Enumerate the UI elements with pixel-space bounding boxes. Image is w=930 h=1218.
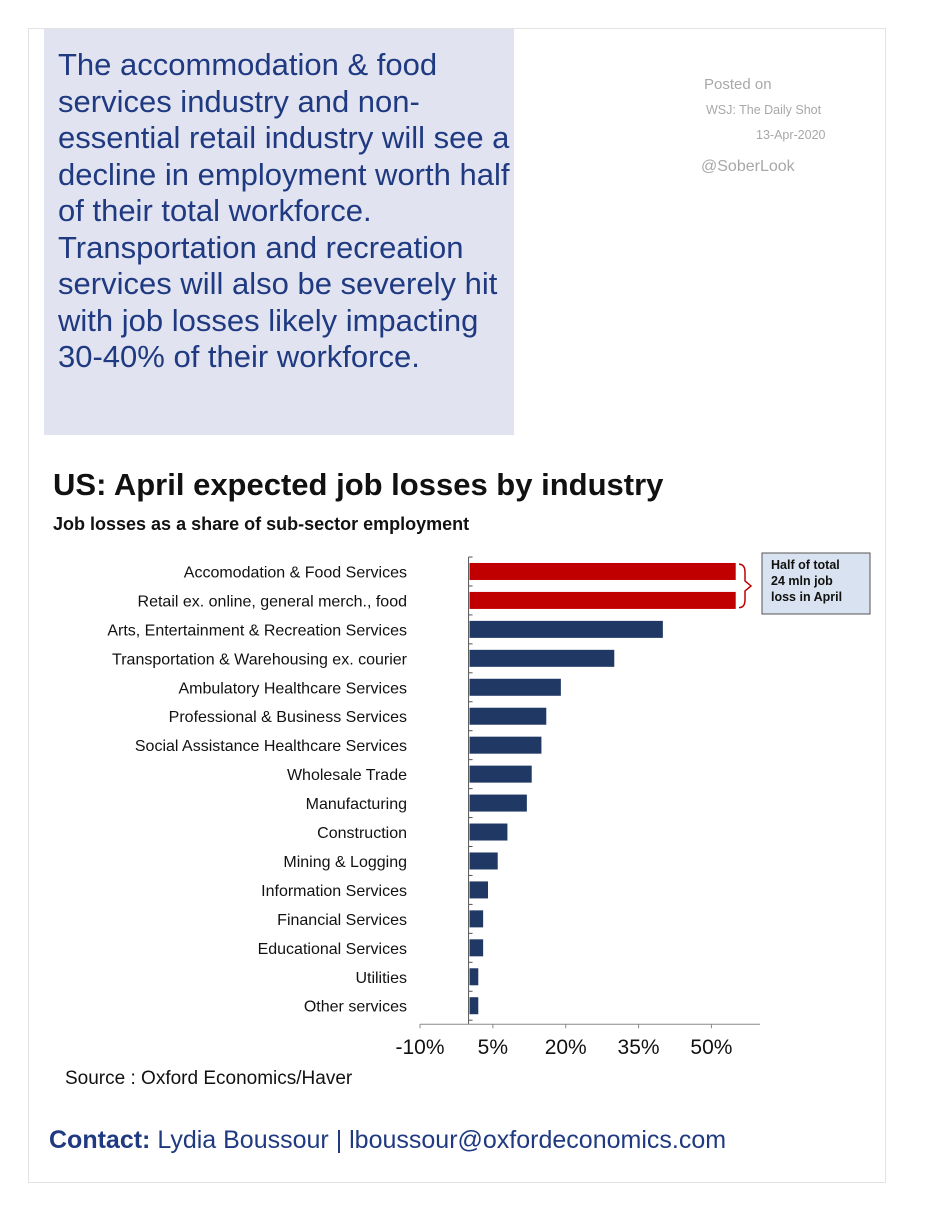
category-label: Other services	[304, 999, 407, 1016]
chart-subtitle: Job losses as a share of sub-sector empl…	[53, 514, 470, 534]
bar	[469, 736, 542, 754]
summary-text: The accommodation & food services indust…	[58, 47, 510, 374]
x-tick-label: -10%	[395, 1036, 444, 1059]
bar	[469, 707, 547, 725]
bar	[469, 997, 479, 1015]
summary-box: The accommodation & food services indust…	[44, 29, 514, 435]
annotation-text: Half of total 24 mln job loss in April	[771, 558, 842, 604]
bar	[469, 649, 615, 667]
category-label: Ambulatory Healthcare Services	[178, 680, 407, 697]
bar	[469, 823, 508, 841]
category-label: Professional & Business Services	[169, 709, 407, 726]
bar	[469, 591, 736, 609]
category-label: Construction	[317, 825, 407, 842]
category-label: Arts, Entertainment & Recreation Service…	[107, 622, 407, 639]
chart-title: US: April expected job losses by industr…	[53, 467, 664, 502]
category-label: Mining & Logging	[283, 854, 407, 871]
posted-source: WSJ: The Daily Shot	[706, 103, 822, 117]
bar	[469, 881, 488, 899]
category-label: Accomodation & Food Services	[184, 564, 407, 581]
category-label: Educational Services	[258, 941, 407, 958]
category-label: Transportation & Warehousing ex. courier	[112, 651, 408, 668]
contact-line: Contact: Lydia Boussour | lboussour@oxfo…	[49, 1126, 726, 1155]
contact-name: Lydia Boussour | lboussour@oxfordeconomi…	[157, 1126, 727, 1154]
annotation-box	[761, 552, 871, 615]
bar	[469, 939, 484, 957]
annotation-bracket	[738, 563, 753, 609]
category-label: Retail ex. online, general merch., food	[138, 593, 407, 610]
bar	[469, 852, 498, 870]
category-label: Wholesale Trade	[287, 767, 407, 784]
posted-date: 13-Apr-2020	[756, 128, 826, 142]
bar	[469, 620, 663, 638]
chart-card: The accommodation & food services indust…	[28, 28, 886, 1183]
category-label: Information Services	[261, 883, 407, 900]
category-label: Social Assistance Healthcare Services	[135, 738, 407, 755]
source-note: Source : Oxford Economics/Haver	[65, 1068, 353, 1089]
bar	[469, 910, 484, 928]
bar	[469, 794, 527, 812]
bar	[469, 765, 532, 783]
x-tick-label: 50%	[690, 1036, 732, 1059]
category-label: Financial Services	[277, 912, 407, 929]
posted-handle: @SoberLook	[701, 158, 795, 175]
x-tick-label: 35%	[618, 1036, 660, 1059]
category-label: Utilities	[355, 970, 407, 987]
bar	[469, 968, 479, 986]
posted-label: Posted on	[704, 76, 772, 93]
x-tick-label: 5%	[478, 1036, 508, 1059]
bar	[469, 562, 736, 580]
x-tick-label: 20%	[545, 1036, 587, 1059]
category-label: Manufacturing	[306, 796, 407, 813]
bar	[469, 678, 561, 696]
contact-label: Contact:	[49, 1126, 151, 1154]
bar-chart: Accomodation & Food Services Retail ex. o…	[107, 552, 871, 1059]
